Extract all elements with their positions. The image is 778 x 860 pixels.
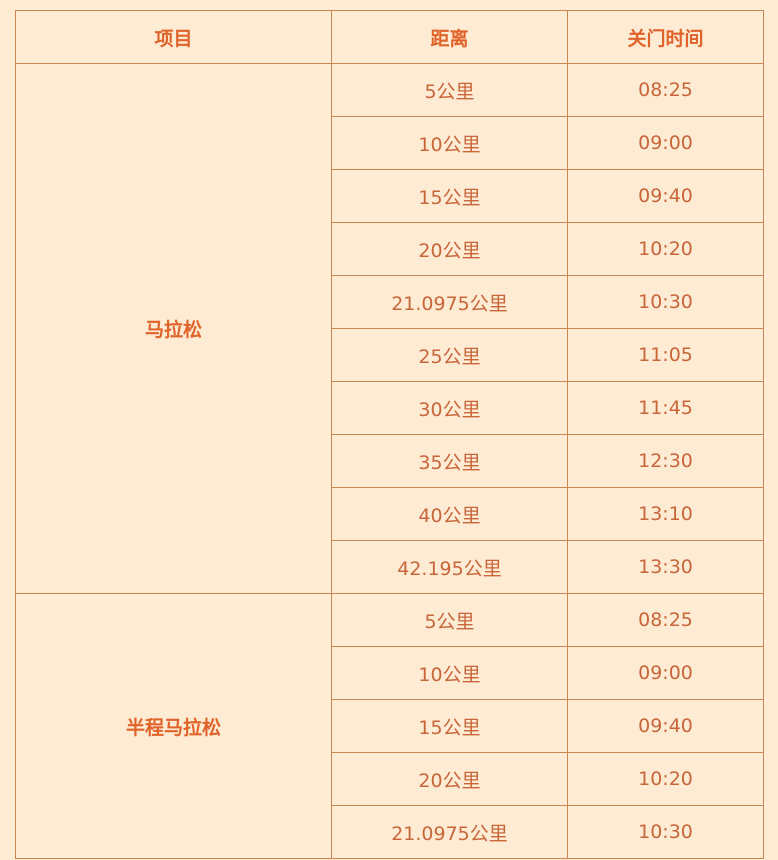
cutoff-cell: 09:00 (567, 646, 764, 700)
table-row: 21.0975公里 10:30 (16, 275, 764, 329)
distance-cell: 5公里 (331, 593, 568, 647)
event-cell: 半程马拉松 (15, 593, 332, 859)
table-row: 21.0975公里 10:30 (16, 805, 764, 859)
cutoff-cell: 11:05 (567, 328, 764, 382)
distance-cell: 30公里 (331, 381, 568, 435)
distance-cell: 40公里 (331, 487, 568, 541)
header-event: 项目 (15, 10, 332, 64)
distance-cell: 21.0975公里 (331, 275, 568, 329)
header-distance: 距离 (331, 10, 568, 64)
distance-cell: 20公里 (331, 222, 568, 276)
cutoff-cell: 09:40 (567, 699, 764, 753)
table-row: 10公里 09:00 (16, 116, 764, 170)
cutoff-cell: 09:40 (567, 169, 764, 223)
table-row: 半程马拉松 5公里 08:25 (15, 593, 764, 859)
distance-cell: 10公里 (331, 646, 568, 700)
header-row: 项目 距离 关门时间 (15, 10, 764, 64)
table-row: 42.195公里 13:30 (16, 540, 764, 594)
cutoff-cell: 10:20 (567, 752, 764, 806)
distance-cell: 21.0975公里 (331, 805, 568, 859)
table-row: 30公里 11:45 (16, 381, 764, 435)
cutoff-cell: 10:30 (567, 275, 764, 329)
table-row: 20公里 10:20 (16, 752, 764, 806)
distance-cell: 15公里 (331, 699, 568, 753)
distance-cell: 15公里 (331, 169, 568, 223)
event-cell: 马拉松 (15, 63, 332, 594)
table-row: 10公里 09:00 (16, 646, 764, 700)
table-row: 40公里 13:10 (16, 487, 764, 541)
distance-cell: 35公里 (331, 434, 568, 488)
cutoff-cell: 09:00 (567, 116, 764, 170)
distance-cell: 10公里 (331, 116, 568, 170)
cutoff-cell: 11:45 (567, 381, 764, 435)
table-row: 15公里 09:40 (16, 169, 764, 223)
distance-cell: 25公里 (331, 328, 568, 382)
header-cutoff: 关门时间 (567, 10, 764, 64)
distance-cell: 42.195公里 (331, 540, 568, 594)
cutoff-cell: 12:30 (567, 434, 764, 488)
table-row: 15公里 09:40 (16, 699, 764, 753)
cutoff-cell: 08:25 (567, 63, 764, 117)
cutoff-time-table: 项目 距离 关门时间 马拉松 5公里 08:25 10公里 09:00 15公里 09:40… (15, 10, 764, 859)
table-row: 35公里 12:30 (16, 434, 764, 488)
table-row: 20公里 10:20 (16, 222, 764, 276)
table-row: 马拉松 5公里 08:25 (15, 63, 764, 594)
distance-cell: 20公里 (331, 752, 568, 806)
cutoff-cell: 08:25 (567, 593, 764, 647)
table-row: 25公里 11:05 (16, 328, 764, 382)
cutoff-cell: 13:30 (567, 540, 764, 594)
cutoff-cell: 10:20 (567, 222, 764, 276)
distance-cell: 5公里 (331, 63, 568, 117)
cutoff-cell: 10:30 (567, 805, 764, 859)
cutoff-cell: 13:10 (567, 487, 764, 541)
